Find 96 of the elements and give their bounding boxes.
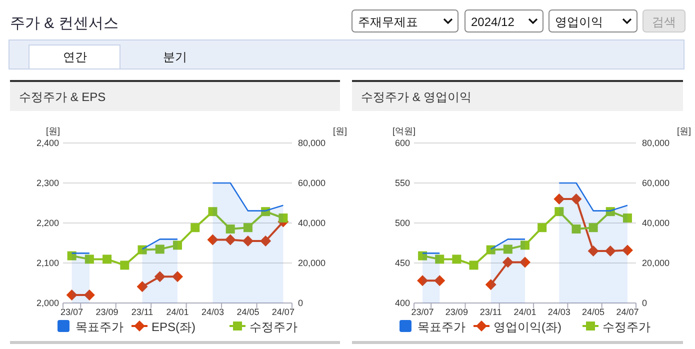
point bbox=[84, 254, 94, 264]
text: 주재무제표 bbox=[358, 15, 418, 29]
y2-tick-label: 0 bbox=[642, 298, 648, 308]
point bbox=[224, 234, 236, 246]
point bbox=[155, 244, 164, 254]
y-tick-label: 500 bbox=[394, 218, 410, 228]
x-tick-label: 24/03 bbox=[201, 307, 224, 317]
y-tick-label: 2,200 bbox=[36, 218, 59, 228]
y-tick-label: 450 bbox=[394, 258, 410, 268]
point bbox=[502, 256, 514, 268]
chart-title: 수정주가 & 영업이익 bbox=[361, 90, 472, 104]
x-tick-label: 24/05 bbox=[582, 307, 605, 317]
point bbox=[136, 281, 148, 292]
y-tick-label: 2,300 bbox=[36, 178, 59, 188]
y-tick-label: 600 bbox=[394, 138, 410, 148]
point bbox=[554, 207, 564, 216]
point bbox=[554, 194, 565, 204]
point bbox=[84, 290, 95, 300]
text: 영업이익 bbox=[555, 15, 603, 29]
y-tick-label: 2,400 bbox=[36, 138, 59, 148]
chart-title: 수정주가 & EPS bbox=[19, 90, 106, 104]
legend-label: 수정주가 bbox=[602, 320, 650, 334]
point bbox=[572, 224, 581, 234]
point bbox=[485, 279, 496, 290]
legend-label: 목표주가 bbox=[76, 320, 124, 334]
point bbox=[102, 254, 112, 264]
text: 연간 bbox=[63, 50, 87, 64]
point bbox=[172, 271, 183, 282]
y-axis-title: [억원] bbox=[392, 126, 416, 136]
point bbox=[207, 234, 218, 246]
y-tick-label: 2,000 bbox=[36, 298, 59, 308]
point bbox=[538, 223, 547, 232]
y2-tick-label: 0 bbox=[298, 298, 304, 308]
legend-label: EPS(좌) bbox=[152, 320, 196, 334]
point bbox=[154, 271, 166, 282]
x-tick-label: 24/07 bbox=[272, 307, 294, 317]
point bbox=[418, 251, 428, 260]
y-tick-label: 550 bbox=[394, 178, 410, 188]
point bbox=[243, 223, 252, 232]
x-tick-label: 24/01 bbox=[514, 307, 536, 317]
point bbox=[67, 251, 76, 260]
x-tick-label: 24/05 bbox=[236, 307, 260, 317]
title: 주가 & 컨센서스 bbox=[10, 15, 118, 32]
point bbox=[622, 244, 633, 256]
legend-label: 영업이익(좌) bbox=[494, 320, 562, 334]
y-tick-label: 2,100 bbox=[36, 258, 59, 268]
y2-tick-label: 20,000 bbox=[642, 258, 670, 268]
y2-tick-label: 40,000 bbox=[642, 218, 670, 228]
point bbox=[588, 223, 598, 232]
x-tick-label: 23/11 bbox=[131, 307, 154, 317]
x-tick-label: 23/09 bbox=[96, 307, 118, 317]
point bbox=[173, 240, 182, 250]
point bbox=[242, 236, 254, 246]
point bbox=[452, 254, 462, 264]
x-tick-label: 23/11 bbox=[480, 307, 502, 317]
x-tick-label: 24/03 bbox=[548, 307, 570, 317]
y-tick-label: 400 bbox=[394, 298, 410, 308]
y2-tick-label: 60,000 bbox=[298, 178, 326, 188]
y-axis-title: [원] bbox=[46, 126, 60, 136]
point bbox=[417, 275, 428, 286]
point bbox=[120, 260, 130, 270]
point bbox=[469, 260, 478, 270]
y2-tick-label: 40,000 bbox=[298, 218, 326, 228]
y2-tick-label: 60,000 bbox=[642, 178, 670, 188]
point bbox=[520, 256, 530, 268]
point bbox=[622, 214, 632, 222]
point bbox=[604, 246, 616, 256]
y2-tick-label: 20,000 bbox=[298, 258, 326, 268]
point bbox=[570, 194, 582, 204]
y2-axis-title: [원] bbox=[332, 126, 348, 136]
y2-axis-title: [원] bbox=[676, 126, 692, 136]
x-tick-label: 24/07 bbox=[616, 307, 639, 317]
y2-tick-label: 80,000 bbox=[642, 138, 670, 148]
point bbox=[226, 224, 235, 234]
point bbox=[520, 240, 530, 250]
text: 2024/12 bbox=[471, 15, 515, 29]
point bbox=[208, 207, 218, 216]
point bbox=[434, 275, 446, 286]
x-tick-label: 23/07 bbox=[411, 307, 434, 317]
legend-label: 목표주가 bbox=[418, 320, 466, 334]
text: 검색 bbox=[652, 15, 676, 29]
point bbox=[278, 214, 288, 222]
point bbox=[486, 245, 496, 254]
x-tick-label: 24/01 bbox=[166, 307, 189, 317]
point bbox=[503, 244, 512, 254]
x-tick-label: 23/07 bbox=[60, 307, 84, 317]
legend-label: 수정주가 bbox=[250, 320, 298, 334]
point bbox=[260, 236, 272, 246]
point bbox=[435, 254, 444, 264]
y2-tick-label: 80,000 bbox=[298, 138, 326, 148]
text: 분기 bbox=[163, 50, 187, 64]
point bbox=[138, 245, 147, 254]
x-tick-label: 23/09 bbox=[445, 307, 468, 317]
point bbox=[588, 246, 599, 256]
point bbox=[190, 223, 200, 232]
point bbox=[66, 290, 78, 300]
